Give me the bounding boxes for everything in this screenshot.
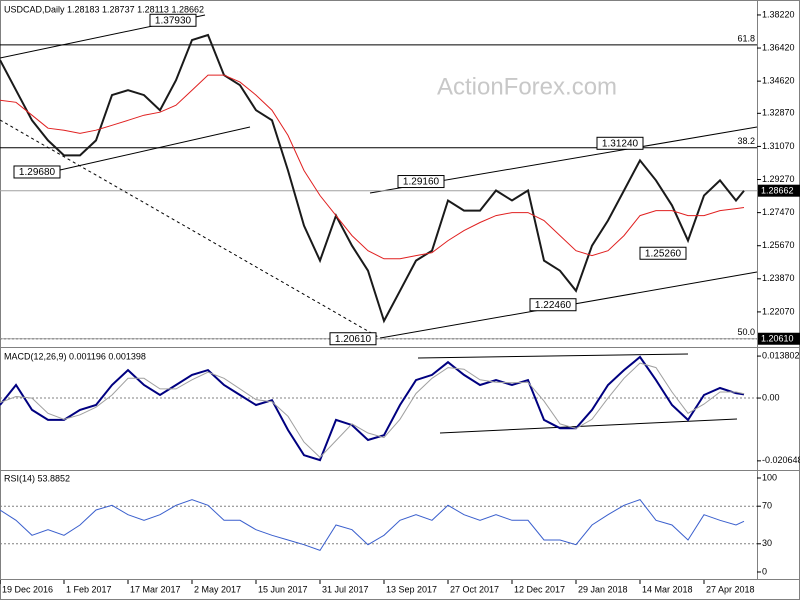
price-label: 1.25260 [645,248,682,259]
x-tick-label: 27 Apr 2018 [706,584,755,594]
x-tick-label: 27 Oct 2017 [450,584,499,594]
fibonacci-label: 50.0 [737,327,755,337]
price-label: 1.29160 [403,177,440,188]
price-label-box [639,246,687,260]
trendline [59,126,251,171]
price-axis-label: 1.28662 [761,186,794,196]
fibonacci-label: 61.8 [737,33,755,43]
y-tick-label: 1.23870 [762,273,795,283]
price-label-box [329,332,377,346]
x-tick-label: 14 Mar 2018 [642,584,693,594]
trendline [0,119,381,339]
panel-title: USDCAD,Daily 1.28183 1.28737 1.28113 1.2… [4,4,204,14]
y-tick-label: 1.27470 [762,207,795,217]
y-tick-label: 1.32870 [762,108,795,118]
series-line [0,33,745,324]
x-tick-label: 1 Feb 2017 [66,584,112,594]
trendlines [0,14,758,434]
panel-title: RSI(14) 53.8852 [4,473,70,483]
panel-title: MACD(12,26,9) 0.001196 0.001398 [4,351,146,361]
y-tick-label: 1.31070 [762,141,795,151]
x-tick-label: 17 Mar 2017 [130,584,181,594]
price-label-box [13,165,61,179]
price-axis-box [758,184,800,197]
y-tick-label: 1.22070 [762,306,795,316]
price-axis-box [758,332,800,345]
fibonacci-label: 38.2 [737,136,755,146]
price-label: 1.29680 [19,167,56,178]
price-label: 1.37930 [155,15,192,26]
y-tick-label: 30 [762,538,772,548]
y-tick-label: 1.25670 [762,240,795,250]
y-tick-label: 0 [762,566,767,576]
price-label: 1.31240 [602,138,639,149]
series-line [0,74,745,260]
x-tick-label: 2 May 2017 [194,584,241,594]
y-tick-label: 1.36420 [762,42,795,52]
price-label-box [529,298,577,312]
price-label: 1.22460 [535,300,572,311]
x-tick-label: 13 Sep 2017 [386,584,437,594]
series-line [0,355,745,462]
watermark: ActionForex.com [437,73,617,100]
price-label-box [149,13,197,27]
series-line [0,499,745,552]
trendline [417,353,689,359]
y-tick-label: 100 [762,472,777,482]
y-tick-label: -0.020648 [762,455,800,465]
x-tick-label: 12 Dec 2017 [514,584,565,594]
price-label: 1.20610 [335,334,372,345]
price-label-box [397,175,445,189]
y-tick-label: 1.34620 [762,76,795,86]
x-tick-label: 19 Dec 2016 [2,584,53,594]
trendline [439,418,738,434]
y-tick-label: 1.29270 [762,174,795,184]
price-axis-label: 1.20610 [761,334,794,344]
price-label-box [596,136,644,150]
x-tick-label: 29 Jan 2018 [578,584,628,594]
series-line [0,362,745,459]
y-tick-label: 0.013802 [762,350,800,360]
x-tick-label: 31 Jul 2017 [322,584,369,594]
x-tick-label: 15 Jun 2017 [258,584,308,594]
y-tick-label: 1.38220 [762,9,795,19]
y-tick-label: 70 [762,501,772,511]
y-tick-label: 0.00 [762,392,780,402]
